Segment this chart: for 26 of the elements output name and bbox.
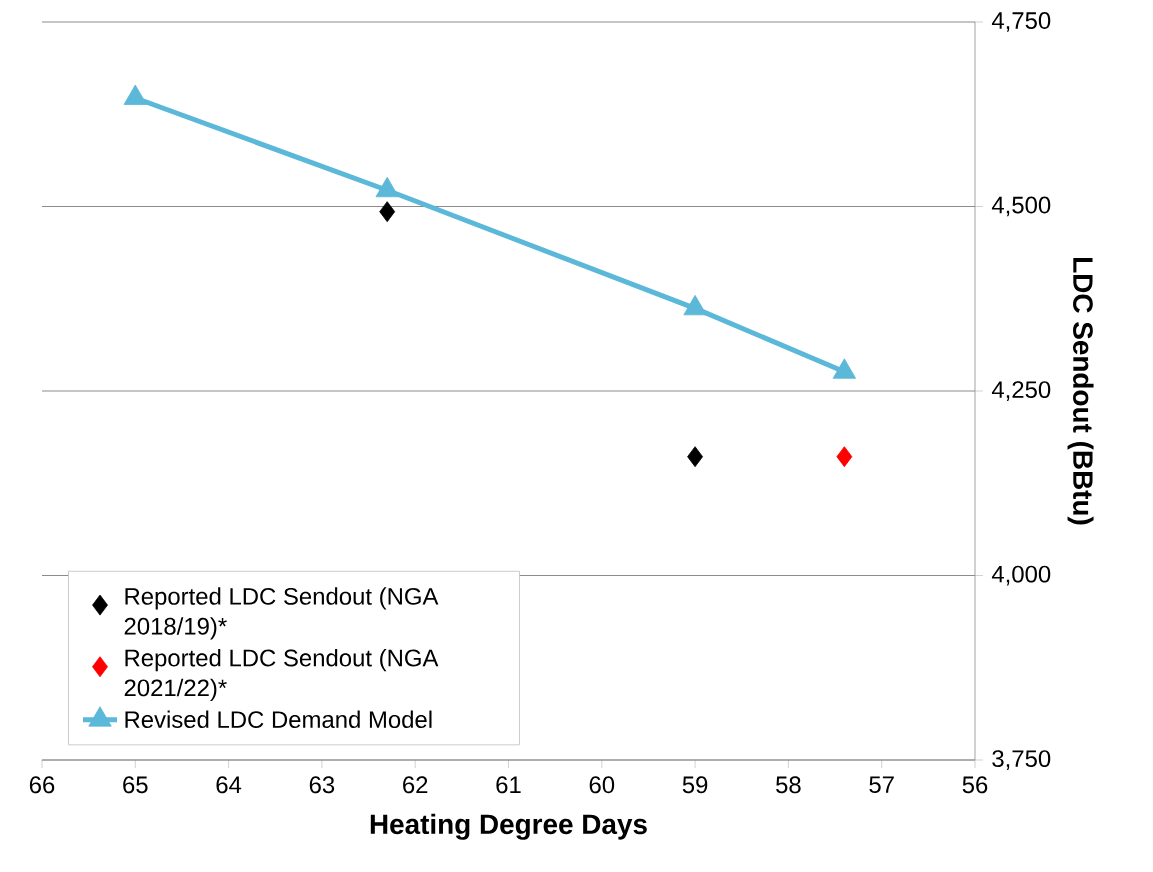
x-axis-title: Heating Degree Days [370, 813, 647, 840]
y-tick-label: 4,500 [991, 196, 1051, 217]
y-tick-label: 4,750 [991, 12, 1051, 32]
x-tick-label: 65 [123, 776, 148, 794]
point [687, 446, 703, 468]
y-axis-title: LDC Sendout (BBtu) [1067, 258, 1094, 525]
legend-label: Reported LDC Sendout (NGA 2018/19)* [124, 587, 439, 640]
x-tick-label: 63 [309, 776, 335, 794]
x-tick-label: 59 [682, 776, 708, 794]
legend-label: Revised LDC Demand Model [125, 710, 432, 729]
x-tick-label: 62 [403, 776, 428, 794]
x-tick-label: 57 [869, 776, 894, 794]
x-tick-label: 66 [29, 776, 55, 794]
x-tick-label: 61 [496, 776, 521, 794]
point [836, 446, 853, 468]
legend-label: Reported LDC Sendout (NGA 2021/22)* [124, 648, 439, 702]
y-tick-label: 4,250 [991, 381, 1051, 401]
x-tick-label: 60 [589, 776, 615, 794]
point [683, 294, 707, 316]
x-tick-label: 58 [776, 776, 801, 794]
x-tick-label: 64 [216, 776, 242, 794]
y-tick-label: 3,750 [992, 750, 1051, 770]
point [375, 176, 399, 198]
y-tick-label: 4,000 [991, 565, 1051, 586]
x-tick-label: 56 [962, 776, 988, 794]
point [123, 84, 147, 105]
